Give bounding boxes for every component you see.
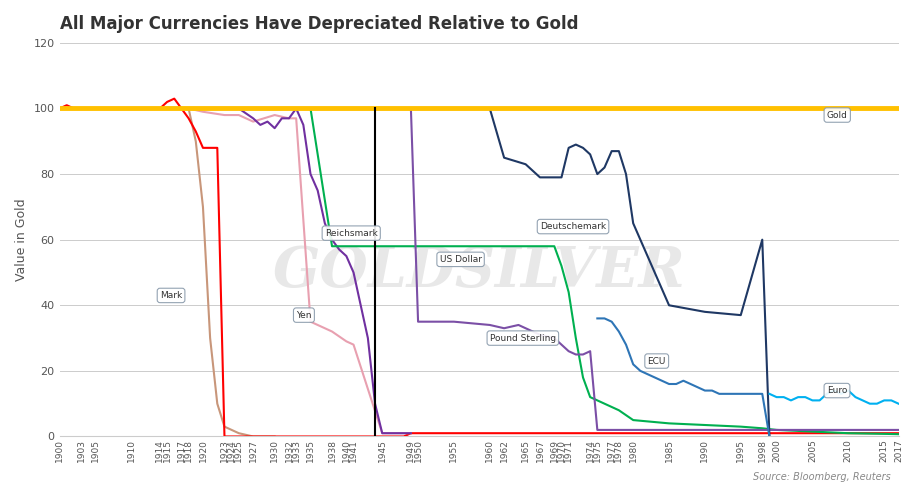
Text: All Major Currencies Have Depreciated Relative to Gold: All Major Currencies Have Depreciated Re… [60,15,578,33]
Text: ECU: ECU [647,356,666,366]
Text: US Dollar: US Dollar [440,255,482,264]
Text: Pound Sterling: Pound Sterling [490,334,556,342]
Text: Deutschemark: Deutschemark [540,222,606,231]
Text: Euro: Euro [827,386,847,395]
Text: Reichsmark: Reichsmark [325,228,377,238]
Text: Yen: Yen [297,311,312,319]
Y-axis label: Value in Gold: Value in Gold [15,198,28,281]
Text: Source: Bloomberg, Reuters: Source: Bloomberg, Reuters [753,472,890,482]
Text: Gold: Gold [827,111,847,119]
Text: Mark: Mark [160,291,182,300]
Text: GOLDSILVER: GOLDSILVER [273,244,686,299]
